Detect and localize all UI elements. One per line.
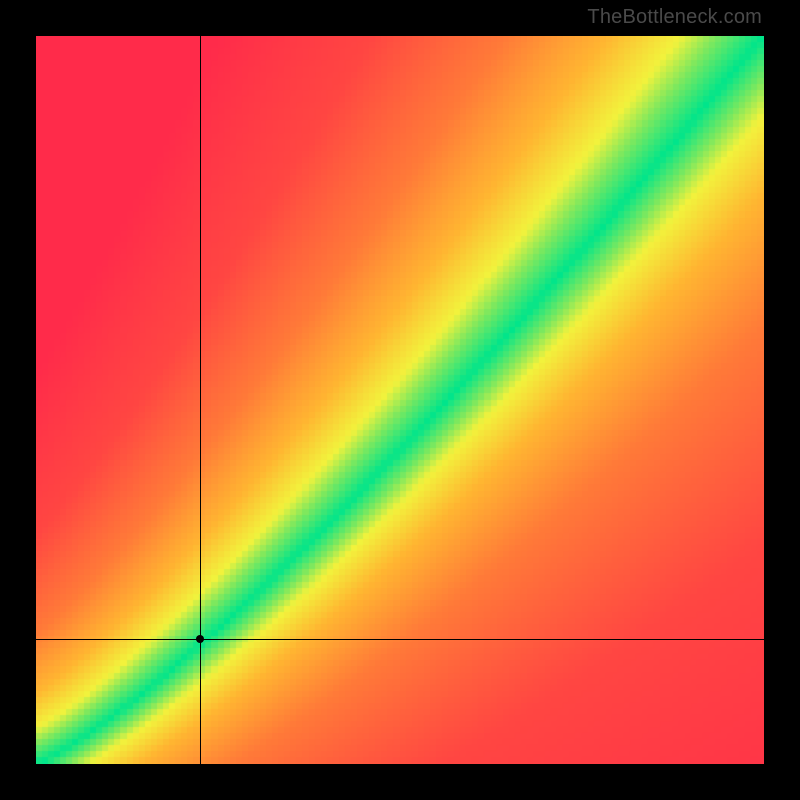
heatmap-canvas [36,36,764,764]
marker-dot [196,635,204,643]
crosshair-vertical [200,36,201,764]
crosshair-horizontal [36,639,764,640]
watermark-text: TheBottleneck.com [587,6,762,29]
heatmap-plot [36,36,764,764]
